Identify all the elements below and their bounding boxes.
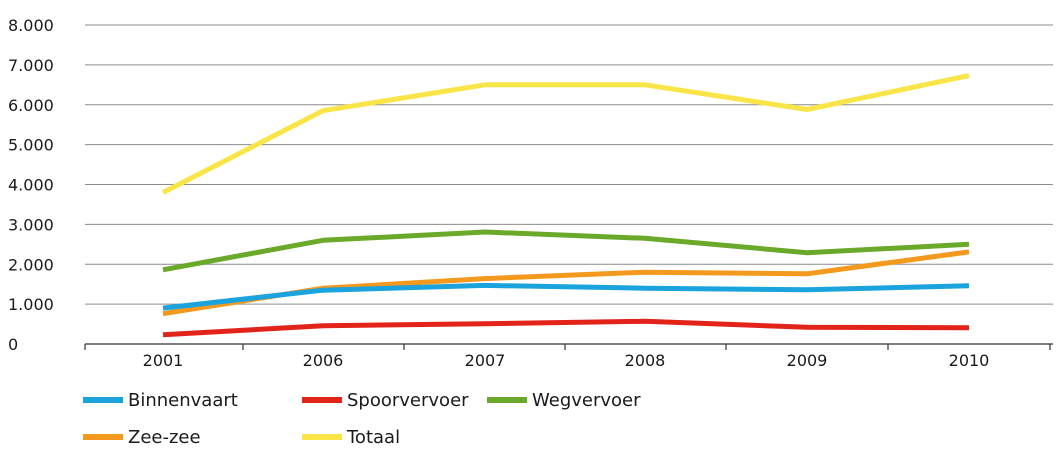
- y-tick-label: 8.000: [8, 16, 54, 35]
- x-tick-label: 2007: [465, 351, 506, 370]
- x-tick-label: 2006: [303, 351, 344, 370]
- y-axis: 0 1.000 2.000 3.000 4.000 5.000 6.000 7.000 8.00…: [8, 16, 54, 354]
- y-tick-label: 4.000: [8, 176, 54, 195]
- gridlines: [85, 24, 1053, 305]
- y-tick-label: 2.000: [8, 255, 54, 274]
- legend-label: Binnenvaart: [128, 390, 238, 411]
- legend-label: Wegvervoer: [532, 390, 641, 411]
- legend-label: Totaal: [346, 427, 400, 448]
- series-line-totaal: [161, 73, 970, 195]
- y-tick-label: 5.000: [8, 136, 54, 155]
- series-line-spoorvervoer: [162, 318, 970, 338]
- series-lines: [161, 73, 970, 338]
- y-tick-label: 0: [8, 335, 18, 354]
- x-tick-label: 2001: [143, 351, 184, 370]
- y-tick-label: 6.000: [8, 96, 54, 115]
- legend-item-wegvervoer: Wegvervoer: [487, 390, 641, 411]
- legend-item-zee-zee: Zee-zee: [83, 427, 201, 448]
- x-tick-label: 2009: [787, 351, 828, 370]
- legend-item-binnenvaart: Binnenvaart: [83, 390, 238, 411]
- x-tick-label: 2010: [949, 351, 990, 370]
- y-tick-label: 3.000: [8, 215, 54, 234]
- x-axis: 2001 2006 2007 2008 2009 2010: [84, 343, 1053, 370]
- series-line-binnenvaart: [162, 282, 970, 311]
- legend: Binnenvaart Spoorvervoer Wegvervoer Zee-zee…: [83, 390, 641, 448]
- legend-item-spoorvervoer: Spoorvervoer: [302, 390, 469, 411]
- x-tick-label: 2008: [625, 351, 666, 370]
- legend-label: Spoorvervoer: [347, 390, 469, 411]
- legend-label: Zee-zee: [128, 427, 201, 448]
- y-tick-label: 7.000: [8, 56, 54, 75]
- y-tick-label: 1.000: [8, 295, 54, 314]
- series-line-wegvervoer: [162, 229, 970, 273]
- legend-item-totaal: Totaal: [302, 427, 400, 448]
